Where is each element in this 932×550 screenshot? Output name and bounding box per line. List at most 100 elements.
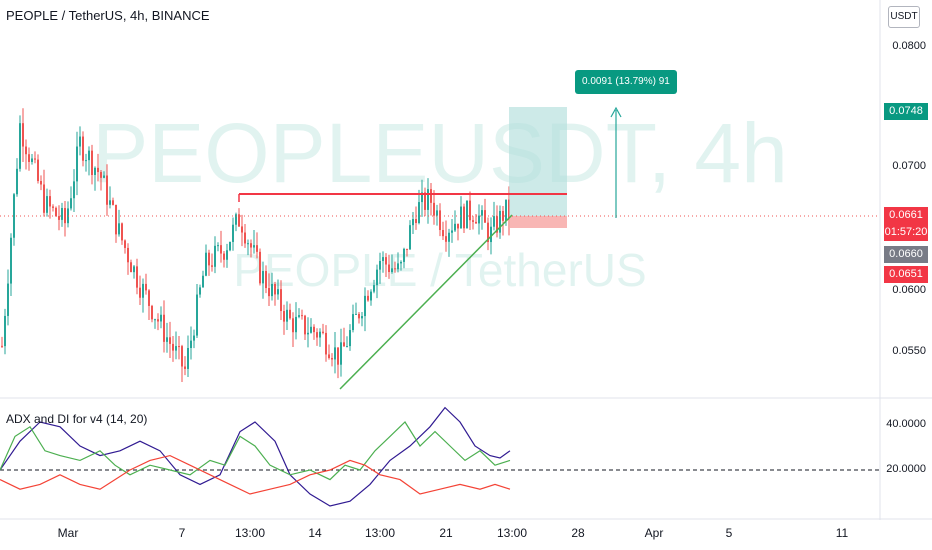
price-label-0700: 0.0700 (892, 160, 926, 172)
candle-body (490, 226, 492, 243)
candles-group (1, 108, 510, 383)
candle-body (46, 196, 48, 213)
candle-body (58, 216, 60, 220)
position-stop-zone (509, 216, 567, 228)
candle-body (373, 285, 375, 292)
candle-body (235, 214, 237, 225)
candle-body (142, 283, 144, 298)
candle-body (133, 266, 135, 273)
candle-body (193, 335, 195, 341)
candle-body (358, 313, 360, 319)
candle-body (145, 283, 147, 291)
candle-body (253, 245, 255, 248)
candle-body (295, 316, 297, 333)
candle-body (73, 181, 75, 199)
candle-body (262, 271, 264, 284)
candle-body (172, 343, 174, 351)
candle-body (118, 223, 120, 235)
time-label: 5 (725, 526, 733, 540)
candle-body (310, 326, 312, 333)
time-label: 13:00 (234, 526, 266, 540)
candle-body (217, 245, 219, 247)
candle-body (79, 136, 81, 147)
di-minus-line (0, 454, 511, 495)
candle-body (451, 230, 453, 233)
candle-body (208, 252, 210, 266)
candle-body (400, 261, 402, 264)
candle-body (40, 181, 42, 185)
candle-body (190, 340, 192, 348)
candle-body (22, 123, 24, 147)
time-label: Mar (57, 526, 79, 540)
candle-body (28, 154, 30, 162)
candle-body (466, 200, 468, 229)
di-plus-line (0, 421, 511, 481)
candle-body (94, 167, 96, 175)
candle-body (379, 260, 381, 270)
candle-body (448, 232, 450, 242)
candle-body (256, 245, 258, 252)
candle-body (355, 313, 357, 315)
candle-body (493, 216, 495, 227)
candle-body (364, 295, 366, 317)
candle-body (496, 216, 498, 233)
candle-body (196, 294, 198, 336)
candle-body (472, 220, 474, 222)
indicator-label-20: 20.0000 (886, 463, 926, 475)
candle-body (43, 184, 45, 213)
candle-body (88, 150, 90, 161)
candle-body (361, 316, 363, 319)
time-label: 13:00 (496, 526, 528, 540)
candle-body (160, 314, 162, 322)
candle-body (301, 315, 303, 317)
candle-body (220, 245, 222, 254)
adx-line (0, 406, 511, 507)
position-tool-label[interactable]: 0.0091 (13.79%) 91 (575, 70, 677, 94)
candle-body (181, 346, 183, 367)
candle-body (457, 223, 459, 229)
candle-body (415, 219, 417, 224)
candle-body (124, 240, 126, 248)
candle-body (121, 223, 123, 241)
candle-body (298, 315, 300, 317)
candle-body (385, 257, 387, 265)
candle-body (4, 315, 6, 347)
candle-body (127, 247, 129, 263)
candle-body (169, 337, 171, 344)
candle-body (211, 265, 213, 267)
candle-body (112, 200, 114, 205)
candle-body (445, 236, 447, 242)
candle-body (70, 198, 72, 209)
target-price-tag: 0.0748 (884, 103, 928, 120)
candle-body (319, 331, 321, 338)
candle-body (328, 354, 330, 359)
candle-body (85, 160, 87, 162)
candle-body (97, 167, 99, 173)
candle-body (205, 252, 207, 276)
candle-body (187, 347, 189, 369)
candle-body (106, 175, 108, 205)
candle-body (418, 202, 420, 224)
candle-body (325, 332, 327, 355)
candle-body (292, 318, 294, 333)
price-label-0600: 0.0600 (892, 284, 926, 296)
candle-body (481, 210, 483, 216)
candle-body (391, 268, 393, 273)
candle-body (178, 346, 180, 348)
candle-body (388, 264, 390, 273)
candle-body (265, 271, 267, 289)
price-label-0800: 0.0800 (892, 40, 926, 52)
candle-body (154, 319, 156, 321)
candle-body (259, 251, 261, 284)
candle-body (463, 206, 465, 229)
chart-title: PEOPLE / TetherUS, 4h, BINANCE (6, 8, 210, 23)
candle-body (370, 291, 372, 301)
time-label: 28 (571, 526, 585, 540)
candle-body (241, 226, 243, 233)
currency-button[interactable]: USDT (888, 6, 920, 28)
candle-body (427, 189, 429, 210)
indicator-title[interactable]: ADX and DI for v4 (14, 20) (6, 412, 148, 426)
candle-body (277, 289, 279, 295)
candle-body (406, 248, 408, 250)
